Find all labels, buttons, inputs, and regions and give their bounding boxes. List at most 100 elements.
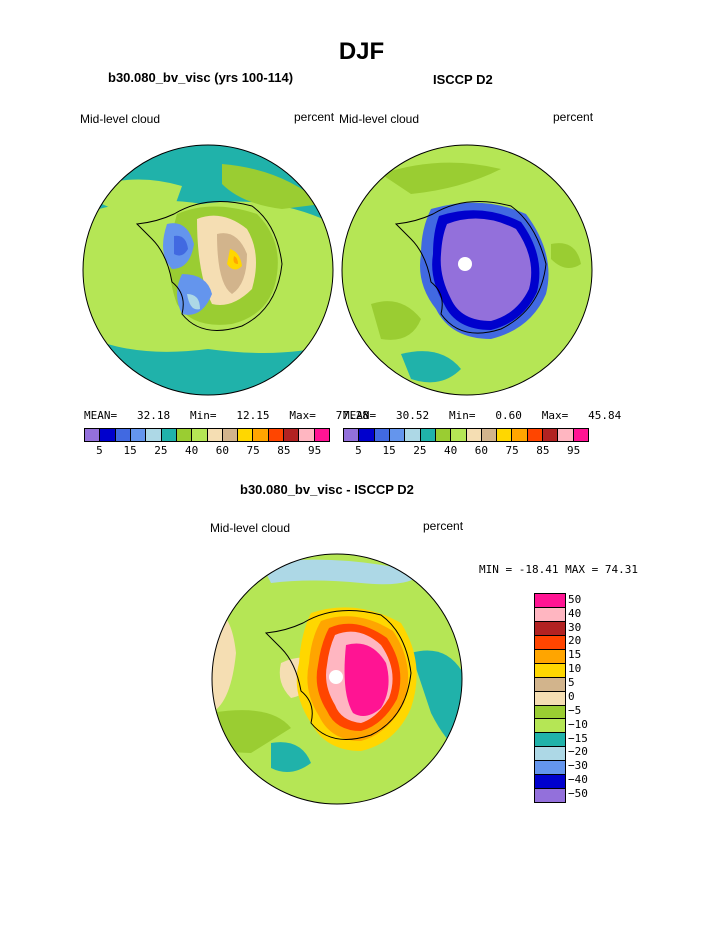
panel3-colorbar-tick-label: −40 [568,773,588,787]
panel1-colorbar-tick-label: 85 [277,444,291,457]
panel2-colorbar-swatch [451,429,467,441]
panel1-colorbar-swatches [84,428,330,442]
panel2-colorbar-swatch [359,429,375,441]
panel1-colorbar-swatch [207,429,223,441]
panel1-coastline [135,201,283,331]
panel3-colorbar-swatch [535,621,565,636]
panel1-mean-value: 32.18 [137,409,171,422]
panel3-colorbar-tick-label: 10 [568,662,582,676]
panel2-max-value: 45.84 [588,409,622,422]
panel2-colorbar-swatch [389,429,406,441]
panel3-colorbar-tick-label: 0 [568,689,575,703]
panel1-colorbar-swatch [253,429,269,441]
panel3-colorbar-swatch [535,705,565,720]
panel3-colorbar-tick-label: 15 [568,648,582,662]
panel1-colorbar-swatch [146,429,162,441]
panel3-colorbar-swatch [535,594,565,608]
panel3-colorbar-swatch [535,677,565,692]
panel1-mean-label: MEAN= [84,409,118,422]
panel3-colorbar-swatch [535,761,565,776]
panel2-colorbar-swatch [481,429,498,441]
panel1-stats: MEAN= 32.18 Min= 12.15 Max= 77.28 [84,409,369,422]
panel3-colorbar-tick-label: 5 [568,676,575,690]
panel2-colorbar-swatch [466,429,482,441]
panel2-min-value: 0.60 [495,409,522,422]
panel2-colorbar-tick-label: 85 [536,444,550,457]
panel1-colorbar-labels: 5 15 25 40 60 75 85 95 [84,442,330,457]
panel2-colorbar-swatch [497,429,513,441]
panel3-colorbar-tick-label: −50 [568,787,588,800]
panel3-colorbar-swatch [535,789,565,803]
panel3-colorbar [534,593,566,803]
panel1-title: b30.080_bv_visc (yrs 100-114) [108,70,294,85]
panel1-min-value: 12.15 [236,409,270,422]
panel2-colorbar-swatch [374,429,390,441]
panel3-colorbar-tick-label: 20 [568,634,582,648]
panel2-title: ISCCP D2 [433,72,493,87]
panel3-colorbar-swatch [535,691,565,706]
panel3-colorbar-swatch [535,775,565,790]
panel2-colorbar-tick-label: 25 [413,444,427,457]
panel1-colorbar-swatch [299,429,315,441]
panel3-colorbar-tick-label: 30 [568,620,582,634]
panel1-units-label: percent [294,110,335,124]
panel2-colorbar-swatch [512,429,528,441]
panel3-title: b30.080_bv_visc - ISCCP D2 [240,482,414,497]
panel3-colorbar-swatch [535,719,565,734]
panel3-colorbar-tick-label: −20 [568,745,588,759]
main-title: DJF [338,38,385,65]
panel3-colorbar-swatch [535,663,565,678]
panel2-colorbar-swatch [527,429,544,441]
panel2-colorbar-tick-label: 60 [474,444,488,457]
panel1-colorbar-tick-label: 75 [246,444,260,457]
panel2-coastline [394,201,547,334]
panel2-max-label: Max= [541,409,569,422]
panel3-colorbar-swatch [535,649,565,664]
panel3-colorbar-tick-label: −30 [568,759,588,773]
panel1-colorbar-swatch [284,429,300,441]
panel3-coastline [264,610,412,740]
panel1-colorbar-tick-label: 40 [185,444,199,457]
panel2-colorbar-labels: 5 15 25 40 60 75 85 95 [343,442,589,457]
panel1-variable-label: Mid-level cloud [80,112,161,126]
panel2-colorbar-swatch [405,429,421,441]
panel3-colorbar-swatch [535,733,565,748]
panel1-colorbar-swatch [176,429,193,441]
panel2-mean-label: MEAN= [343,409,377,422]
panel3-units-label: percent [423,519,464,533]
panel2-variable-label: Mid-level cloud [339,112,420,126]
panel2-colorbar-tick-label: 40 [444,444,458,457]
panel3-colorbar-swatch [535,607,565,622]
panel3-colorbar-swatch [535,747,565,762]
panel1-polar-map [82,144,334,396]
panel3-colorbar-tick-label: −10 [568,717,588,731]
panel2-colorbar-swatch [344,429,360,441]
panel1-colorbar-tick-label: 25 [154,444,168,457]
panel3-colorbar-labels: 50 40 30 20 15 10 5 0 −5 −10 −15 −20 −30 −40 −50 [568,593,608,803]
panel1-max-value: 77.28 [335,409,369,422]
panel2-colorbar-tick-label: 5 [355,444,362,457]
panel2-colorbar-tick-label: 75 [505,444,519,457]
panel3-variable-label: Mid-level cloud [210,521,291,535]
panel2-polar-map [341,144,593,396]
panel2-min-label: Min= [449,409,476,422]
panel3-colorbar-tick-label: −15 [568,731,588,745]
panel1-min-label: Min= [190,409,217,422]
panel2-units-label: percent [553,110,594,124]
panel1-colorbar-swatch [115,429,131,441]
panel1-max-label: Max= [289,409,316,422]
panel1-colorbar-tick-label: 5 [96,444,103,457]
panel2-colorbar-swatch [558,429,574,441]
panel2-colorbar-swatch [543,429,559,441]
panel2-stats: MEAN= 30.52 Min= 0.60 Max= 45.84 [343,409,621,422]
panel2-colorbar-tick-label: 95 [567,444,581,457]
panel2-mean-value: 30.52 [396,409,430,422]
panel1-colorbar-swatch [85,429,101,441]
panel2-colorbar-tick-label: 15 [382,444,396,457]
panel3-colorbar-tick-label: 40 [568,606,582,620]
panel2-colorbar-swatches [343,428,589,442]
panel2-colorbar-swatch [420,429,436,441]
panel3-colorbar-tick-label: 50 [568,592,582,606]
panel1-colorbar-swatch [192,429,208,441]
panel3-polar-map [211,553,463,805]
